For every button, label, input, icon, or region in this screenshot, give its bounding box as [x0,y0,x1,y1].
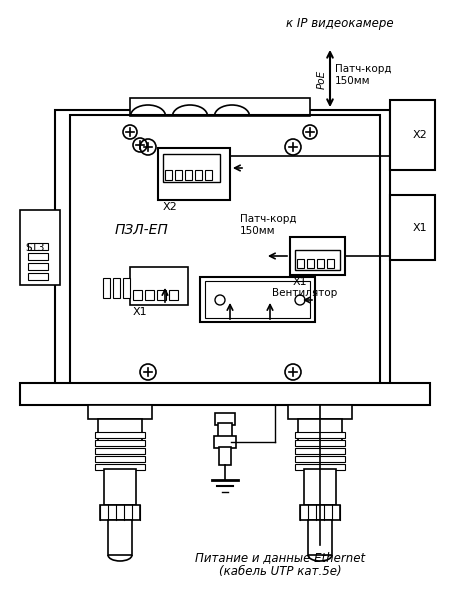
Text: Вентилятор: Вентилятор [272,288,337,298]
Bar [200,277,315,322]
Text: ST3: ST3 [25,243,45,253]
Bar [55,110,390,390]
Bar [130,267,188,305]
Bar [145,290,154,300]
Bar [307,259,314,268]
Bar [95,456,145,462]
Bar [295,448,345,454]
Bar [20,210,60,285]
Bar [295,464,345,470]
Bar [157,290,166,300]
Bar [95,448,145,454]
Bar [297,259,304,268]
Bar [108,520,132,555]
Bar [98,419,142,445]
Bar [295,456,345,462]
Bar [304,469,336,505]
Bar [298,419,342,445]
Bar [28,263,48,270]
Bar [308,520,332,555]
Bar [95,440,145,446]
Bar [390,195,435,260]
Text: PoE: PoE [317,70,327,89]
Bar [205,281,310,318]
Bar [327,259,334,268]
Bar [103,278,110,298]
Bar [163,154,220,182]
Bar [290,237,345,275]
Bar [133,290,142,300]
Text: X2: X2 [163,202,178,212]
Text: X1: X1 [413,223,428,233]
Bar [288,405,352,419]
Bar [70,115,380,385]
Bar [295,250,340,270]
Text: Патч-корд
150мм: Патч-корд 150мм [335,64,392,86]
Text: (кабель UTP кат.5e): (кабель UTP кат.5e) [219,565,341,578]
Text: Патч-корд
150мм: Патч-корд 150мм [240,214,297,236]
Bar [113,278,120,298]
Text: Питание и данные Ethernet: Питание и данные Ethernet [195,551,365,565]
Text: к IP видеокамере: к IP видеокамере [286,17,394,30]
Text: X1: X1 [293,277,308,287]
Bar [218,423,232,437]
Bar [158,148,230,200]
Bar [195,170,202,180]
Bar [169,290,178,300]
Bar [28,273,48,280]
Bar [295,432,345,438]
Bar [295,440,345,446]
Bar [130,98,310,116]
Bar [28,253,48,260]
Bar [215,413,235,425]
Bar [185,170,192,180]
Text: ПЗЛ-ЕП: ПЗЛ-ЕП [115,223,169,237]
Bar [28,243,48,250]
Bar [214,436,236,448]
Bar [390,100,435,170]
Text: X1: X1 [133,307,148,317]
Bar [175,170,182,180]
Bar [95,464,145,470]
Bar [88,405,152,419]
Bar [219,447,231,465]
Bar [100,505,140,520]
Bar [20,383,430,405]
Bar [205,170,212,180]
Bar [95,432,145,438]
Bar [123,278,130,298]
Text: X2: X2 [413,130,428,140]
Bar [300,505,340,520]
Bar [104,469,136,505]
Bar [317,259,324,268]
Bar [165,170,172,180]
